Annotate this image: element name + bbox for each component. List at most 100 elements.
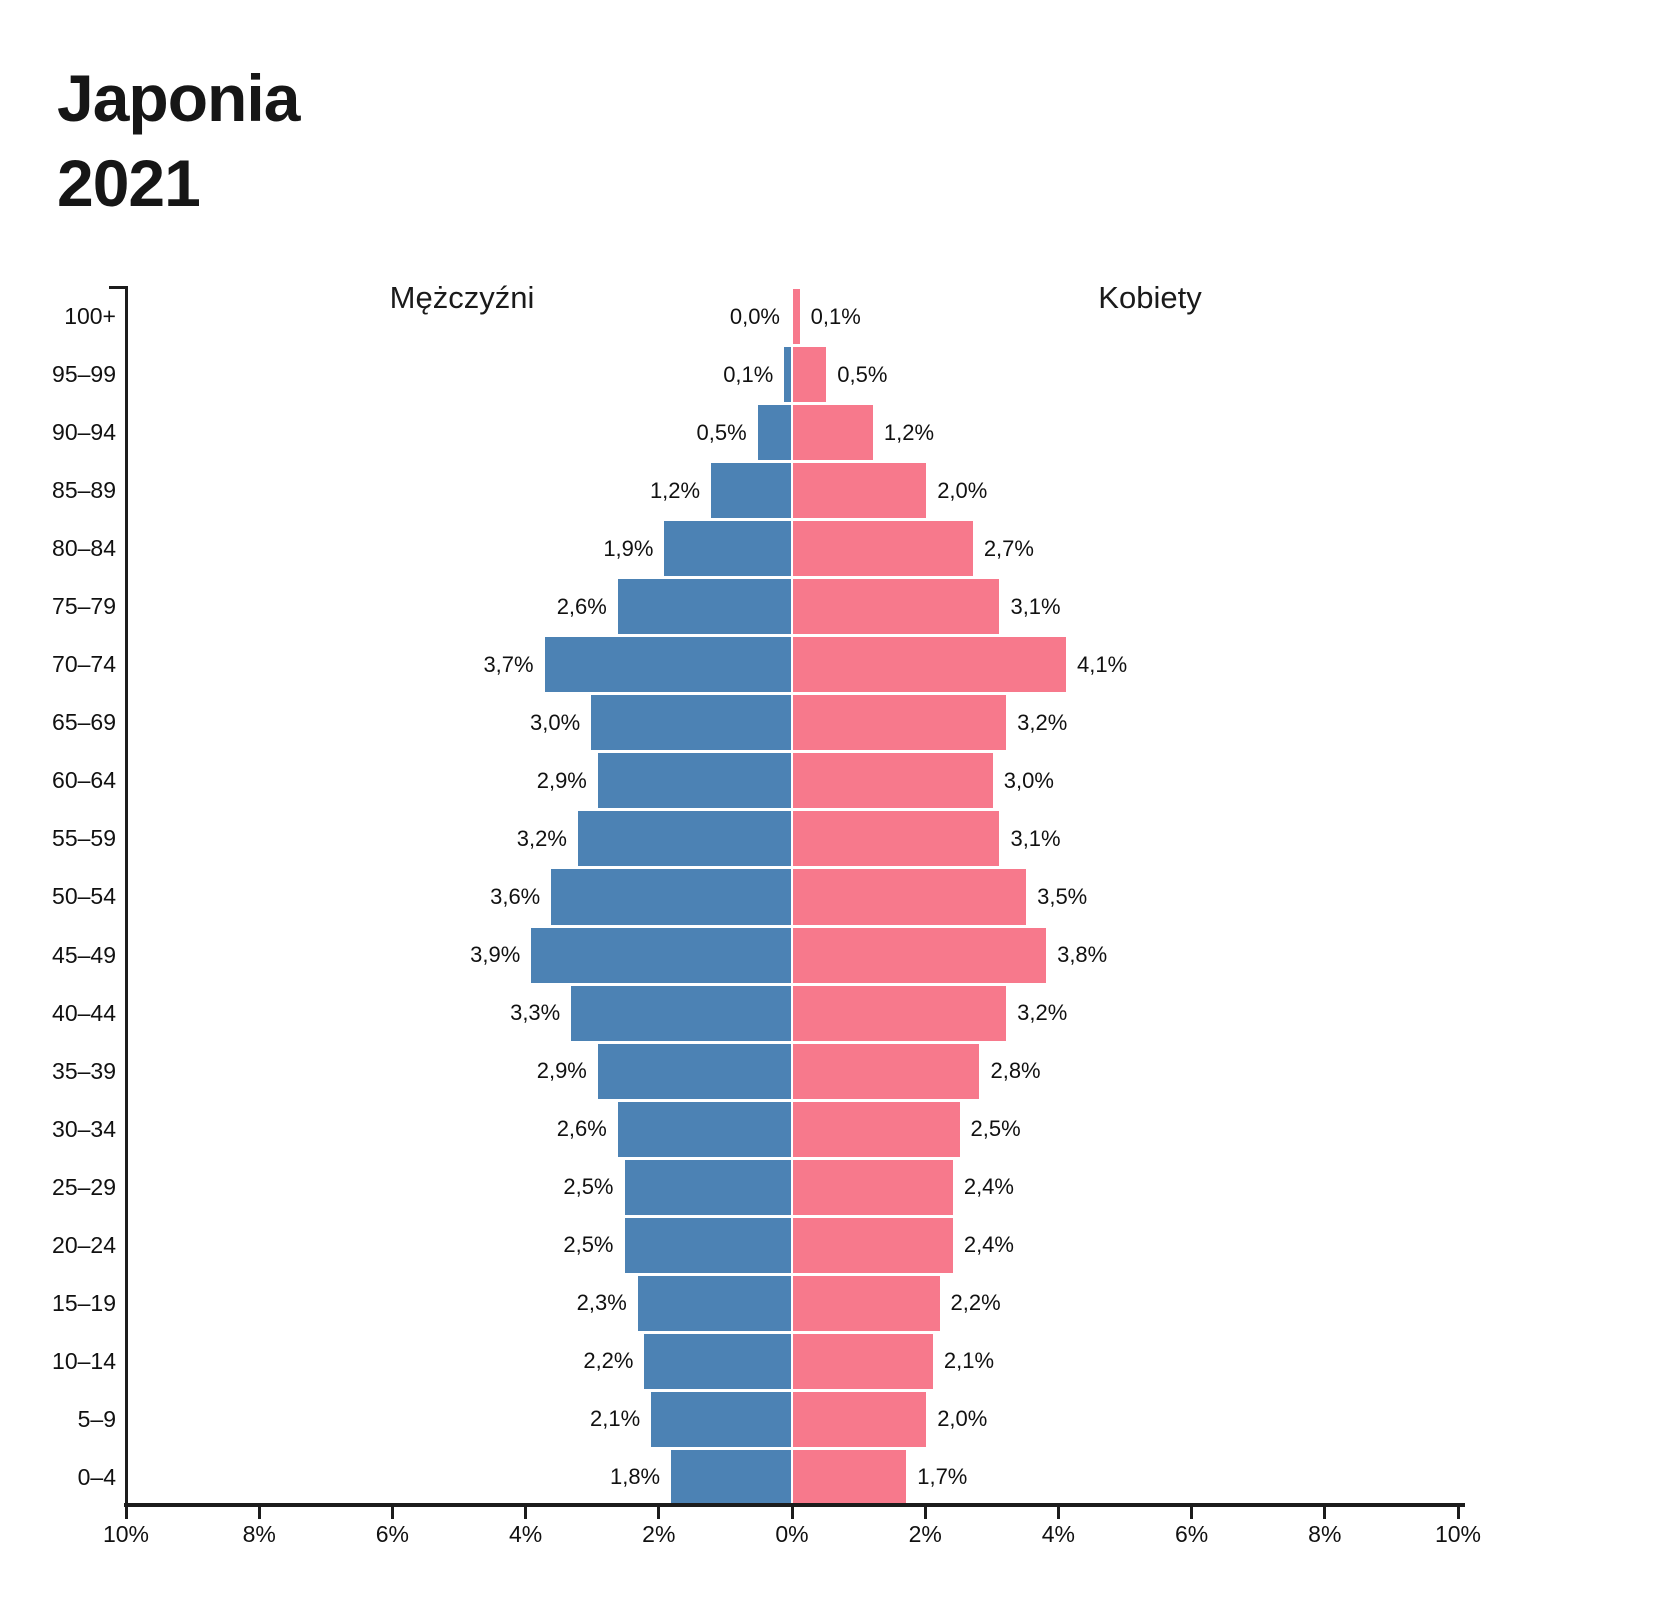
age-group-label: 90–94 <box>52 419 116 446</box>
bar-female <box>793 753 993 809</box>
x-axis-tick-label: 2% <box>908 1521 942 1547</box>
value-label-female: 3,2% <box>1017 1000 1068 1026</box>
bar-female <box>793 1333 933 1389</box>
value-label-female: 2,8% <box>990 1058 1041 1084</box>
age-group-label: 75–79 <box>52 593 116 620</box>
y-axis-age-labels: 100+ 95–99 90–94 85–89 80–84 75–79 70–74 65–69 6… <box>0 289 116 1505</box>
age-group-label: 45–49 <box>52 941 116 968</box>
bar-female <box>793 579 1000 635</box>
age-group-label: 50–54 <box>52 883 116 910</box>
value-label-female: 0,1% <box>810 303 861 329</box>
value-label-female: 2,7% <box>983 535 1034 561</box>
bar-male <box>711 463 791 519</box>
value-label-female: 4,1% <box>1077 651 1128 677</box>
bar-female <box>793 1159 953 1215</box>
age-group-label: 70–74 <box>52 651 116 678</box>
bar-male <box>617 1101 791 1157</box>
value-label-female: 2,4% <box>963 1174 1014 1200</box>
x-axis-tick <box>1190 1503 1194 1519</box>
age-group-label: 40–44 <box>52 999 116 1026</box>
age-group-label: 60–64 <box>52 767 116 794</box>
value-label-male: 2,6% <box>556 1116 607 1142</box>
bar-male <box>577 811 791 867</box>
chart-title-year: 2021 <box>57 146 201 220</box>
x-axis-tick-label: 8% <box>1308 1521 1342 1547</box>
pyramid-row: 0,1% 0,5% <box>126 347 1458 403</box>
value-label-male: 2,9% <box>536 1058 587 1084</box>
x-axis-tick-label: 8% <box>242 1521 276 1547</box>
pyramid-row: 0,5% 1,2% <box>126 405 1458 461</box>
bar-female <box>793 1449 907 1505</box>
value-label-male: 2,9% <box>536 767 587 793</box>
age-group-label: 10–14 <box>52 1347 116 1374</box>
pyramid-row: 2,6% 2,5% <box>126 1101 1458 1157</box>
value-label-female: 2,1% <box>943 1348 995 1374</box>
value-label-male: 0,1% <box>723 361 774 387</box>
pyramid-row: 2,2% 2,1% <box>126 1333 1458 1389</box>
age-group-label: 55–59 <box>52 825 116 852</box>
value-label-female: 3,8% <box>1057 942 1108 968</box>
value-label-female: 3,5% <box>1037 883 1088 909</box>
value-label-female: 0,5% <box>837 361 888 387</box>
pyramid-row: 2,5% 2,4% <box>126 1217 1458 1273</box>
male-series-label: Mężczyźni <box>389 280 535 315</box>
y-axis-top-tick <box>109 286 128 289</box>
value-label-male: 2,3% <box>576 1290 627 1316</box>
bar-male <box>664 521 791 577</box>
x-axis-line <box>124 1503 1465 1507</box>
pyramid-row: 3,9% 3,8% <box>126 927 1458 983</box>
value-label-male: 2,6% <box>556 593 607 619</box>
bar-male <box>637 1275 791 1331</box>
x-axis-tick-label: 10% <box>102 1521 150 1547</box>
age-group-label: 15–19 <box>52 1289 116 1316</box>
value-label-male: 3,0% <box>530 709 581 735</box>
pyramid-row: 2,9% 3,0% <box>126 753 1458 809</box>
pyramid-row: 3,3% 3,2% <box>126 985 1458 1041</box>
age-group-label: 95–99 <box>52 361 116 388</box>
age-group-label: 35–39 <box>52 1057 116 1084</box>
female-series-label: Kobiety <box>1098 280 1202 315</box>
bar-female <box>793 869 1027 925</box>
x-axis-tick <box>1456 1503 1460 1519</box>
pyramid-row: 3,0% 3,2% <box>126 695 1458 751</box>
x-axis-tick-label: 0% <box>775 1521 809 1547</box>
pyramid-row: 1,2% 2,0% <box>126 463 1458 519</box>
bar-male <box>784 347 791 403</box>
bar-male <box>591 695 791 751</box>
value-label-female: 2,2% <box>950 1290 1001 1316</box>
pyramid-row: 3,2% 3,1% <box>126 811 1458 867</box>
bar-male <box>531 927 791 983</box>
bar-male <box>651 1391 791 1447</box>
pyramid-row: 3,7% 4,1% <box>126 637 1458 693</box>
value-label-male: 1,2% <box>649 477 701 503</box>
value-label-female: 3,1% <box>1010 825 1061 851</box>
bar-female <box>793 637 1067 693</box>
bar-female <box>793 985 1007 1041</box>
bar-male <box>671 1449 791 1505</box>
bar-female <box>793 289 800 345</box>
value-label-male: 2,1% <box>589 1406 641 1432</box>
x-axis-tick <box>390 1503 394 1519</box>
value-label-male: 2,5% <box>563 1232 614 1258</box>
bar-male <box>617 579 791 635</box>
pyramid-row: 3,6% 3,5% <box>126 869 1458 925</box>
x-axis-tick <box>524 1503 528 1519</box>
age-group-label: 0–4 <box>77 1463 116 1490</box>
value-label-male: 1,9% <box>603 535 654 561</box>
age-group-label: 20–24 <box>52 1231 116 1258</box>
bar-male <box>571 985 791 1041</box>
bar-female <box>793 1043 980 1099</box>
value-label-female: 2,5% <box>970 1116 1021 1142</box>
bar-female <box>793 521 973 577</box>
bars-area: 0,0% 0,1% 0,1% 0,5% 0,5% 1,2% 1,2% 2,0% 1,9% 2,7%… <box>126 289 1458 1505</box>
x-axis-tick <box>923 1503 927 1519</box>
bar-female <box>793 1275 940 1331</box>
value-label-female: 3,0% <box>1003 767 1054 793</box>
chart-title: Japonia 2021 <box>57 56 300 226</box>
bar-male <box>597 1043 791 1099</box>
x-axis-tick <box>657 1503 661 1519</box>
x-axis-tick-label: 2% <box>642 1521 676 1547</box>
pyramid-row: 1,9% 2,7% <box>126 521 1458 577</box>
